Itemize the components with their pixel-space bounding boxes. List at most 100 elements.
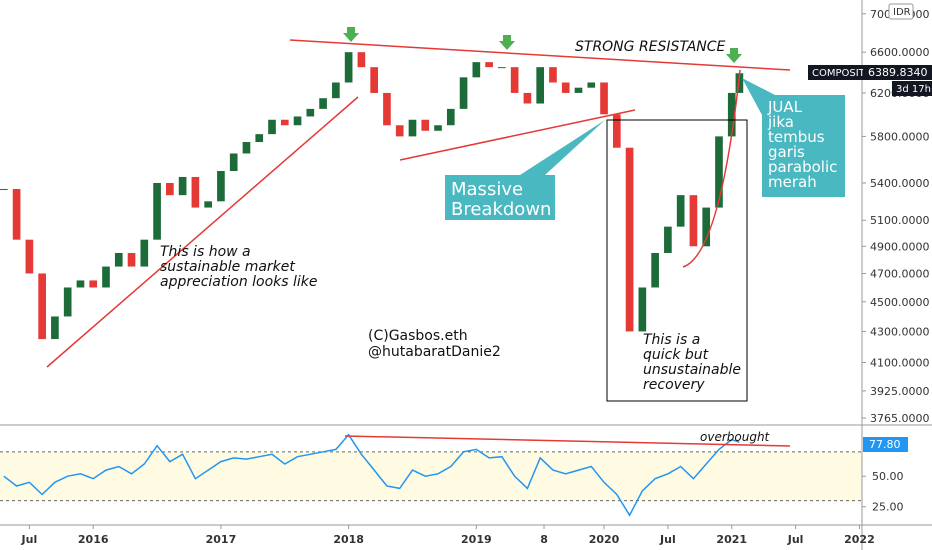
candle <box>255 134 264 143</box>
candle <box>702 207 711 247</box>
y-tick-label: 50.00 <box>872 470 904 483</box>
candle <box>472 62 481 78</box>
drawings <box>46 39 791 447</box>
candle <box>153 182 161 240</box>
credit: (C)Gasbos.eth @hutabaratDanie2 <box>368 328 501 360</box>
candle <box>421 119 430 131</box>
candle <box>715 136 723 208</box>
callout <box>445 120 605 220</box>
symbol: COMPOSITE <box>812 68 871 79</box>
candle <box>676 195 685 227</box>
candle <box>735 73 744 93</box>
callout-text: JUAL jika tembus garis parabolic merah <box>767 98 842 191</box>
countdown-badge <box>892 81 932 96</box>
currency-badge <box>888 3 914 20</box>
annotation: This is a quick but unsustainable recove… <box>643 332 745 393</box>
candle <box>485 62 493 68</box>
candle <box>395 125 404 137</box>
y-tick-label: 5400.0000 <box>870 177 930 190</box>
candle <box>268 119 276 135</box>
candle <box>166 182 174 196</box>
countdown: 3d 17h <box>896 84 931 95</box>
x-tick-label: Jul <box>659 533 676 546</box>
candle <box>242 142 251 154</box>
resistance-line <box>289 39 791 71</box>
price-badge <box>863 65 932 80</box>
y-tick-label: 3765.0000 <box>870 412 930 425</box>
candle <box>587 82 596 88</box>
y-tick-label: 4100.0000 <box>870 356 930 369</box>
candle <box>319 98 327 109</box>
candle <box>408 119 417 137</box>
candle <box>102 266 110 288</box>
rsi-badge <box>863 437 908 452</box>
candle <box>446 108 455 126</box>
support-line <box>399 109 636 161</box>
x-tick-label: Jul <box>21 533 38 546</box>
arrows <box>343 27 742 63</box>
annotation: overbought <box>700 430 771 444</box>
candle <box>217 171 225 202</box>
candle <box>549 67 557 83</box>
support-line <box>46 96 359 368</box>
symbol-badge <box>808 65 863 80</box>
y-tick-label: 25.00 <box>872 501 904 514</box>
candle <box>638 287 647 332</box>
candle <box>63 287 72 317</box>
candle <box>344 52 353 83</box>
candle <box>651 252 659 288</box>
y-tick-label: 4300.0000 <box>870 325 930 338</box>
y-tick-label: 4500.0000 <box>870 296 930 309</box>
rsi-line <box>3 433 740 517</box>
candle <box>25 239 34 274</box>
candle <box>727 92 736 137</box>
y-tick-label: 3925.0000 <box>870 385 930 398</box>
x-tick-label: 2018 <box>333 533 364 546</box>
callout-text: Massive Breakdown <box>451 179 551 220</box>
x-tick-label: 2021 <box>716 533 747 546</box>
y-tick-label: 5800.0000 <box>870 130 930 143</box>
candle <box>140 239 149 267</box>
candle <box>498 67 506 69</box>
candle <box>76 280 85 288</box>
recovery-box <box>606 119 748 402</box>
candle <box>0 189 8 191</box>
candle <box>625 147 634 332</box>
candle <box>383 92 391 126</box>
rsi-trendline <box>344 435 791 447</box>
arrow <box>499 35 515 50</box>
candle <box>12 189 21 240</box>
parabolic-curve <box>682 69 741 268</box>
y-tick-label: 6600.0000 <box>870 46 930 59</box>
currency: IDR <box>893 7 911 18</box>
arrow <box>726 48 742 63</box>
candle <box>370 67 379 93</box>
candle <box>51 316 59 340</box>
candle <box>510 67 519 93</box>
candle <box>600 82 608 115</box>
candle <box>357 52 366 68</box>
candle <box>434 125 442 131</box>
candle <box>459 77 468 109</box>
candle <box>612 114 621 148</box>
candle <box>191 176 200 208</box>
candle <box>536 67 545 104</box>
candle <box>89 280 98 288</box>
x-tick-label: 2020 <box>589 533 620 546</box>
candle <box>523 92 532 104</box>
rsi-last: 77.80 <box>869 438 901 451</box>
annotation: This is how a sustainable market appreci… <box>160 244 318 290</box>
candle <box>574 87 583 93</box>
candle <box>293 116 302 126</box>
x-tick-label: 2016 <box>78 533 109 546</box>
x-tick-label: 2019 <box>461 533 492 546</box>
candle <box>561 82 570 93</box>
y-tick-label: 5100.0000 <box>870 214 930 227</box>
candle <box>178 176 187 196</box>
last-price: 6389.8340 <box>868 66 928 79</box>
candle <box>127 252 136 267</box>
candle <box>280 119 289 126</box>
candle <box>114 252 123 267</box>
annotation: STRONG RESISTANCE <box>575 39 726 55</box>
